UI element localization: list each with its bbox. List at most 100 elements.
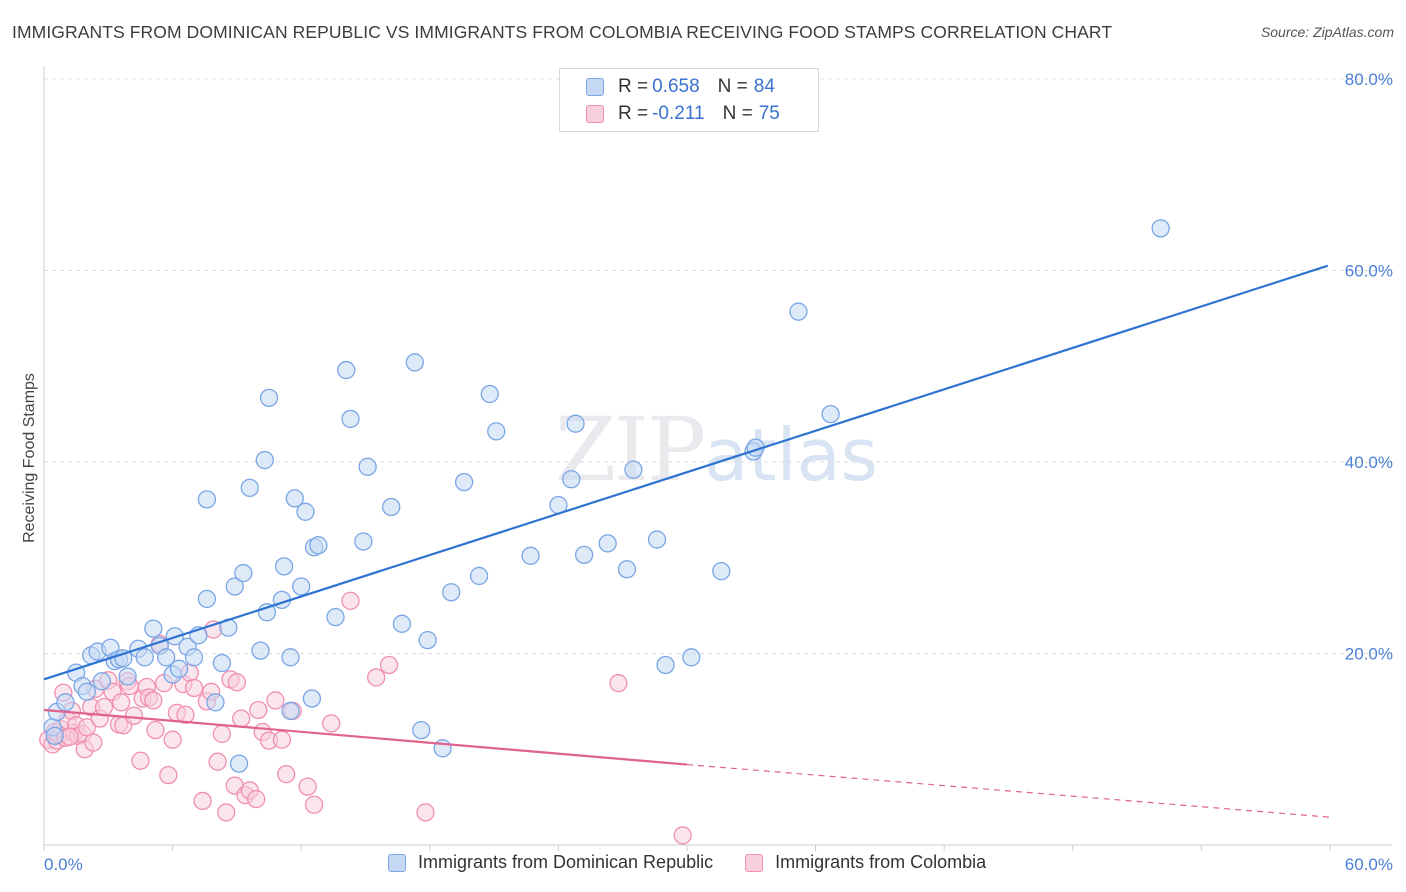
data-point-colombia [131,751,150,770]
legend-row-dominican: R = 0.658 N = 84 [586,75,775,99]
data-point-dominican [418,630,437,650]
data-point-colombia [341,591,360,610]
watermark-zip: ZIP [555,398,706,501]
data-point-dominican [281,701,300,721]
data-point-colombia [94,697,114,717]
data-point-colombia [277,764,296,784]
data-point-dominican [405,353,424,372]
data-point-dominican [135,648,154,667]
data-point-dominican [251,641,270,660]
x-tick-label: 60.0% [1345,855,1393,874]
data-point-dominican [341,409,360,429]
chart-title: IMMIGRANTS FROM DOMINICAN REPUBLIC VS IM… [12,22,1113,42]
legend-row-colombia: R = -0.211 N = 75 [586,102,780,126]
data-point-dominican [296,502,315,521]
legend-swatch-colombia [586,105,604,123]
data-point-dominican [240,478,259,498]
data-point-dominican [682,648,701,667]
legend-r-label: R = [618,76,649,97]
data-point-dominican [480,384,499,404]
data-point-colombia [227,673,247,692]
data-point-colombia [247,789,266,809]
data-point-dominican [712,562,731,581]
chart-source: Source: ZipAtlas.com [1260,24,1394,40]
data-point-colombia [77,718,97,737]
legend-swatch-dominican [388,853,406,872]
data-point-dominican [442,583,461,602]
data-point-colombia [176,705,195,724]
data-point-dominican [56,693,75,712]
legend-item-colombia[interactable]: Immigrants from Colombia [745,852,986,873]
data-point-colombia [322,714,341,733]
data-point-colombia [146,720,165,740]
data-point-colombia [184,678,204,698]
series-legend: Immigrants from Dominican Republic Immig… [388,852,1018,873]
legend-swatch-colombia [745,853,764,872]
data-point-dominican [118,667,137,686]
data-point-colombia [124,706,144,725]
data-point-dominican [259,388,279,407]
data-point-dominican [285,489,304,508]
data-point-dominican [184,648,204,667]
data-point-colombia [266,691,285,710]
legend-r-value: -0.211 [652,103,705,124]
y-tick-label: 20.0% [1345,645,1393,664]
data-point-dominican [234,563,253,583]
legend-r-label: R = [618,103,649,124]
y-axis-label: Receiving Food Stamps [21,373,38,543]
data-point-dominican [309,536,328,555]
data-point-colombia [159,765,178,785]
trend-lines [43,264,1331,818]
data-point-dominican [521,546,540,565]
correlation-legend: R = 0.658 N = 84 R = -0.211 N = 75 [559,68,819,132]
data-point-colombia [249,700,268,720]
data-point-colombia [84,733,103,752]
data-point-dominican [292,577,311,596]
data-point-colombia [609,674,628,693]
data-point-dominican [562,470,581,489]
data-point-dominican [598,534,617,553]
data-point-dominican [574,545,594,565]
data-point-dominican [656,655,675,675]
legend-n-value: 75 [758,103,780,124]
data-point-colombia [367,668,386,687]
data-point-dominican [392,614,412,633]
trend-line-colombia [43,708,688,766]
data-point-dominican [255,450,274,470]
data-point-dominican [454,472,474,492]
data-point-colombia [112,693,131,712]
data-point-colombia [379,655,399,675]
data-point-dominican [169,659,189,678]
legend-n-value: 84 [753,76,775,97]
data-point-dominican [354,532,373,551]
data-point-colombia [217,803,236,822]
data-point-dominican [144,619,163,638]
data-point-dominican [337,360,356,380]
data-point-colombia [304,795,324,814]
data-point-dominican [229,754,249,773]
data-point-dominican [382,497,401,517]
tick-labels: 20.0% 40.0% 60.0% 80.0% 0.0% 60.0% [44,70,1393,874]
data-point-colombia [416,803,435,822]
x-tick-label: 0.0% [44,855,83,874]
data-point-dominican [225,577,244,596]
data-point-dominican [92,672,112,691]
data-point-dominican [617,560,637,579]
data-point-colombia [212,724,232,744]
data-point-colombia [193,791,212,811]
data-point-colombia [232,709,251,728]
data-point-dominican [326,607,345,627]
legend-swatch-dominican [586,78,604,96]
data-point-dominican [157,648,176,667]
data-point-dominican [469,566,489,586]
trend-line-colombia-extrapolated [686,763,1331,818]
data-point-colombia [298,777,317,796]
data-point-dominican [821,404,840,424]
data-point-dominican [197,490,217,509]
legend-item-dominican[interactable]: Immigrants from Dominican Republic [388,852,713,873]
data-point-dominican [624,460,643,479]
data-point-dominican [302,689,322,708]
data-point-dominican [281,648,300,667]
data-point-colombia [272,730,292,749]
legend-label-colombia: Immigrants from Colombia [775,852,987,872]
